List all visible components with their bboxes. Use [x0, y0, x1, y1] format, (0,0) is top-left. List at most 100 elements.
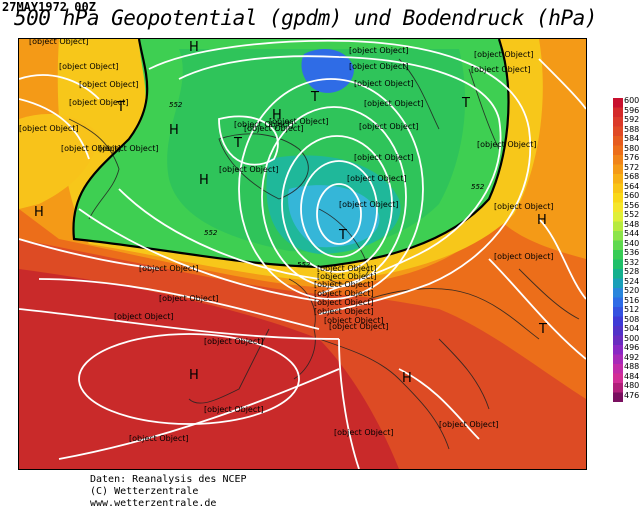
svg-text:[object Object]: [object Object]: [234, 120, 294, 129]
colorbar-swatch: [613, 307, 623, 317]
svg-text:[object Object]: [object Object]: [219, 165, 279, 174]
footer-copyright: (C) Wetterzentrale: [90, 486, 199, 497]
colorbar-swatch: [613, 297, 623, 308]
geo-contour-552: [72, 39, 510, 269]
colorbar-swatch: [613, 326, 623, 336]
svg-text:[object Object]: [object Object]: [329, 322, 389, 331]
svg-text:[object Object]: [object Object]: [314, 280, 374, 289]
colorbar-tick-label: 572: [624, 162, 640, 172]
colorbar-swatch: [613, 259, 623, 270]
high-marker: H: [199, 173, 209, 188]
colorbar-tick-label: 476: [624, 390, 640, 400]
high-marker: H: [272, 108, 282, 123]
colorbar-swatch: [613, 212, 623, 222]
low-marker: T: [116, 100, 125, 115]
low-marker: T: [461, 96, 470, 111]
geo-label: 552: [204, 229, 218, 237]
svg-text:[object Object]: [object Object]: [69, 98, 129, 107]
svg-text:[object Object]: [object Object]: [99, 144, 159, 153]
colorbar-tick-label: 484: [624, 371, 640, 381]
colorbar-tick-label: 592: [624, 115, 640, 124]
svg-text:[object Object]: [object Object]: [204, 405, 264, 414]
colorbar-tick-label: 600: [624, 96, 640, 105]
colorbar-tick-label: 576: [624, 153, 640, 162]
colorbar-tick-label: 512: [624, 305, 640, 314]
svg-text:[object Object]: [object Object]: [139, 264, 199, 273]
colorbar-swatch: [613, 145, 623, 156]
colorbar-swatch: [613, 383, 623, 393]
svg-text:[object Object]: [object Object]: [59, 62, 119, 71]
svg-text:[object Object]: [object Object]: [334, 428, 394, 437]
isobars: [19, 39, 586, 469]
colorbar-swatch: [613, 183, 623, 194]
svg-text:[object Object]: [object Object]: [19, 124, 79, 133]
map-title: 500 hPa Geopotential (gpdm) und Bodendru…: [14, 6, 597, 30]
colorbar-tick-label: 536: [624, 248, 640, 257]
svg-text:[object Object]: [object Object]: [354, 153, 414, 162]
colorbar-tick-label: 496: [624, 343, 640, 352]
colorbar-tick-label: 524: [624, 276, 640, 286]
colorbar-tick-label: 588: [624, 124, 640, 134]
footer: Daten: Reanalysis des NCEP (C) Wetterzen…: [90, 474, 247, 510]
colorbar-tick-label: 548: [624, 219, 640, 229]
colorbar-tick-label: 568: [624, 172, 640, 181]
date-label: 27MAY1972 00Z: [2, 0, 96, 14]
svg-text:[object Object]: [object Object]: [204, 337, 264, 346]
colorbar-tick-label: 480: [624, 381, 640, 390]
colorbar-tick-label: 528: [624, 267, 640, 276]
colorbar-swatch: [613, 202, 623, 213]
geo-labels: 552 552 552 552: [169, 101, 485, 269]
colorbar-tick-label: 556: [624, 200, 640, 210]
colorbar-swatch: [613, 288, 623, 298]
colorbar-tick-label: 564: [624, 181, 640, 191]
colorbar-swatch: [613, 345, 623, 355]
colorbar-swatch: [613, 335, 623, 346]
svg-text:[object Object]: [object Object]: [159, 294, 219, 303]
footer-source: Daten: Reanalysis des NCEP: [90, 474, 247, 485]
svg-text:[object Object]: [object Object]: [314, 289, 374, 298]
geo-label: 552: [471, 183, 485, 191]
colorbar-tick-label: 532: [624, 257, 640, 267]
svg-text:[object Object]: [object Object]: [314, 307, 374, 316]
colorbar-tick-label: 540: [624, 238, 640, 248]
colorbar-tick-label: 488: [624, 362, 640, 371]
colorbar-swatch: [613, 316, 623, 327]
map-canvas: 552 552 552 552 [object Object] [object …: [19, 39, 586, 469]
svg-text:[object Object]: [object Object]: [61, 144, 121, 153]
colorbar-swatch: [613, 117, 623, 127]
colorbar-tick-label: 596: [624, 105, 640, 115]
colorbar-swatch: [613, 98, 623, 108]
colorbar-swatch: [613, 155, 623, 165]
svg-text:[object Object]: [object Object]: [354, 79, 414, 88]
colorbar-tick-label: 500: [624, 333, 640, 343]
svg-text:[object Object]: [object Object]: [129, 434, 189, 443]
svg-text:[object Object]: [object Object]: [359, 122, 419, 131]
colorbar-swatch: [613, 221, 623, 232]
colorbar-tick-label: 544: [624, 229, 640, 238]
colorbar-tick-label: 520: [624, 286, 640, 295]
colorbar-swatch: [613, 269, 623, 279]
pressure-labels: [object Object] [object Object] [object …: [19, 39, 554, 443]
geo-label: 552: [169, 101, 183, 109]
high-marker: H: [34, 205, 44, 220]
colorbar-tick-label: 584: [624, 134, 640, 143]
colorbar-swatch: [613, 392, 623, 402]
colorbar-swatch: [613, 354, 623, 365]
svg-text:[object Object]: [object Object]: [29, 39, 89, 46]
field-blue: [301, 49, 354, 93]
svg-text:[object Object]: [object Object]: [474, 50, 534, 59]
svg-text:[object Object]: [object Object]: [324, 316, 384, 325]
svg-text:[object Object]: [object Object]: [339, 200, 399, 209]
low-marker: T: [233, 136, 242, 151]
colorbar-swatch: [613, 250, 623, 260]
high-marker: H: [189, 368, 199, 383]
geo-label: 552: [297, 261, 311, 269]
colorbar-tick-label: 580: [624, 143, 640, 153]
colorbar-tick-label: 492: [624, 352, 640, 362]
low-marker: T: [310, 90, 319, 105]
svg-text:[object Object]: [object Object]: [494, 252, 554, 261]
svg-text:[object Object]: [object Object]: [79, 80, 139, 89]
high-marker: H: [402, 371, 412, 386]
colorbar-tick-label: 560: [624, 191, 640, 200]
colorbar-swatch: [613, 278, 623, 289]
